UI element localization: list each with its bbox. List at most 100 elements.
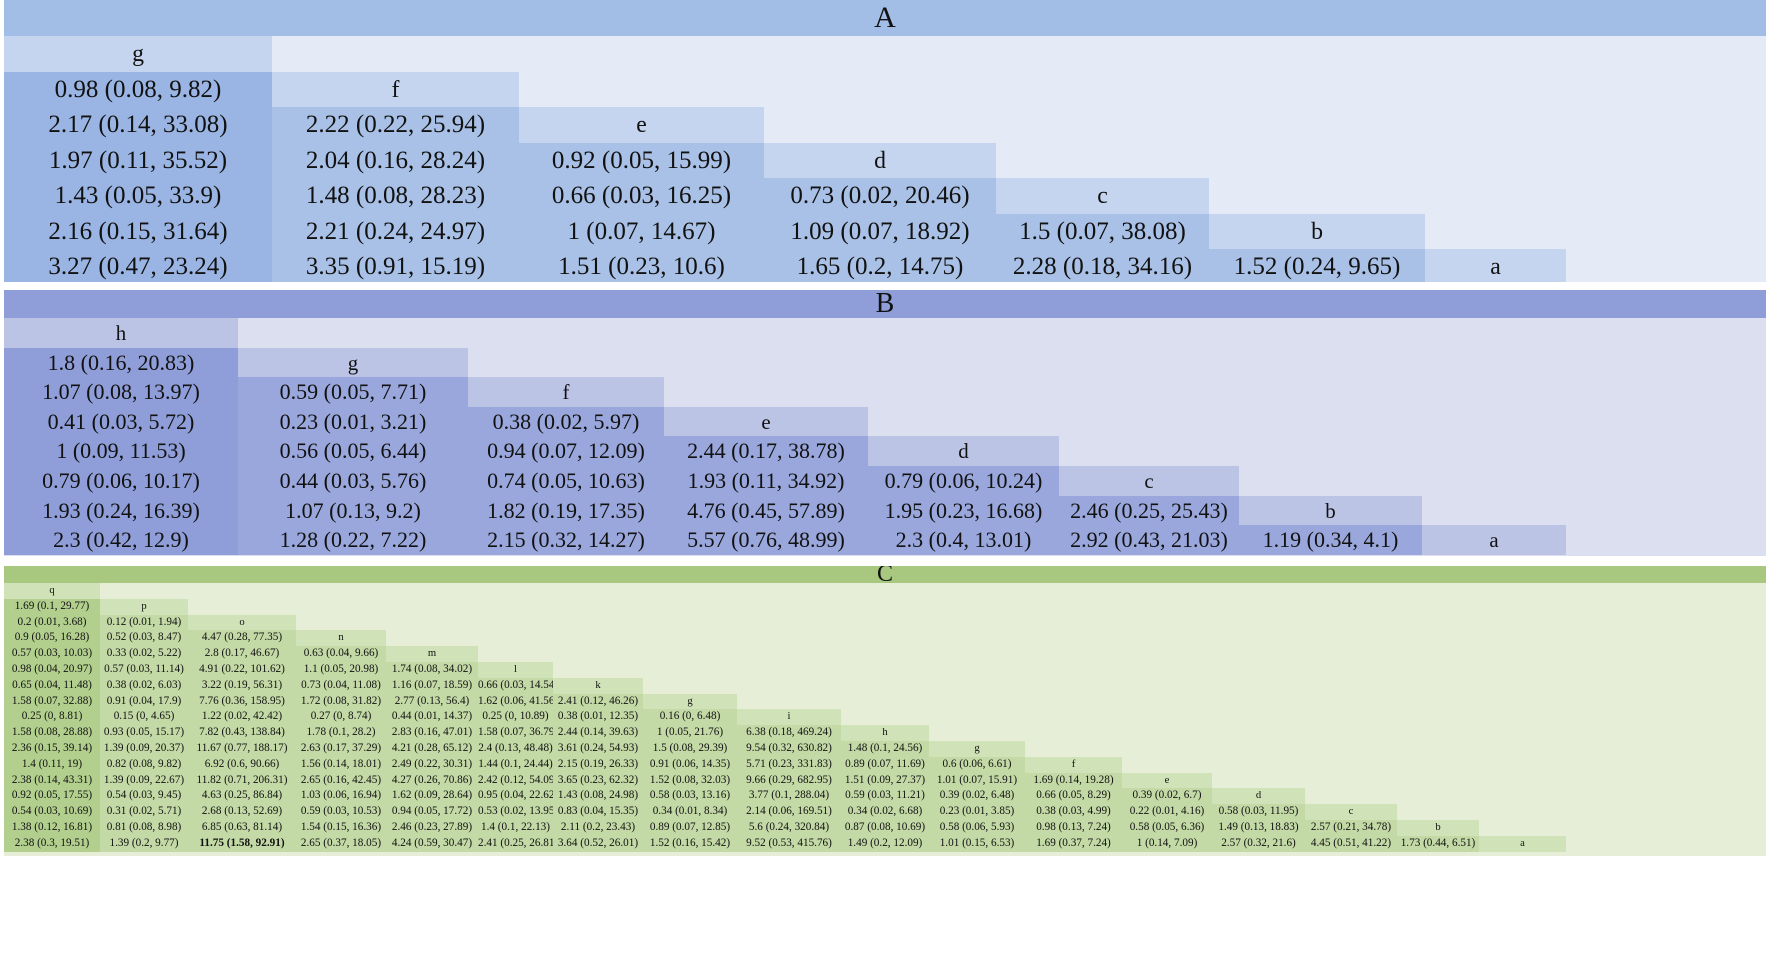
comparison-cell: 1 (0.05, 21.76): [643, 725, 737, 741]
panel-title: A: [874, 1, 896, 34]
comparison-cell: 3.22 (0.19, 56.31): [188, 677, 296, 694]
comparison-cell: 1.48 (0.1, 24.56): [841, 741, 929, 757]
comparison-cell: 1.72 (0.08, 31.82): [296, 693, 386, 710]
comparison-cell: 1.82 (0.19, 17.35): [468, 495, 664, 526]
comparison-cell: 4.47 (0.28, 77.35): [188, 630, 296, 647]
comparison-cell: 0.58 (0.05, 6.36): [1122, 820, 1212, 836]
comparison-cell: 2.65 (0.37, 18.05): [296, 835, 386, 852]
comparison-cell: 7.76 (0.36, 158.95): [188, 693, 296, 710]
treatment-label: c: [1305, 804, 1397, 820]
comparison-cell: 0.33 (0.02, 5.22): [100, 646, 188, 662]
comparison-cell: 0.92 (0.05, 15.99): [519, 142, 764, 178]
comparison-cell: 0.74 (0.05, 10.63): [468, 466, 664, 496]
comparison-cell: 1.74 (0.08, 34.02): [386, 662, 478, 678]
comparison-cell: 0.25 (0, 10.89): [478, 709, 553, 726]
comparison-cell: 0.56 (0.05, 6.44): [238, 436, 468, 466]
comparison-cell: 1.5 (0.08, 29.39): [643, 741, 737, 757]
comparison-cell: 1.69 (0.1, 29.77): [4, 598, 100, 615]
comparison-cell: 5.57 (0.76, 48.99): [664, 525, 868, 555]
treatment-label: h: [841, 725, 929, 741]
comparison-cell: 2.77 (0.13, 56.4): [386, 693, 478, 710]
comparison-cell: 0.66 (0.03, 16.25): [519, 178, 764, 214]
comparison-cell: 1.43 (0.05, 33.9): [4, 178, 272, 214]
comparison-cell: 1.28 (0.22, 7.22): [238, 525, 468, 555]
comparison-cell: 2.8 (0.17, 46.67): [188, 646, 296, 662]
comparison-cell: 2.22 (0.22, 25.94): [272, 107, 519, 143]
comparison-cell: 2.3 (0.42, 12.9): [4, 525, 238, 555]
comparison-cell: 2.38 (0.14, 43.31): [4, 772, 100, 789]
treatment-label: i: [737, 709, 841, 726]
comparison-cell: 6.92 (0.6, 90.66): [188, 756, 296, 773]
comparison-cell: 5.71 (0.23, 331.83): [737, 756, 841, 773]
comparison-cell: 2.44 (0.14, 39.63): [553, 725, 643, 741]
comparison-cell: 2.63 (0.17, 37.29): [296, 741, 386, 757]
comparison-cell: 0.79 (0.06, 10.24): [868, 466, 1059, 496]
treatment-label: e: [519, 107, 764, 143]
treatment-label: a: [1479, 835, 1566, 852]
comparison-cell: 1.97 (0.11, 35.52): [4, 142, 272, 178]
treatment-label: o: [188, 614, 296, 631]
comparison-cell: 1.49 (0.2, 12.09): [841, 835, 929, 852]
comparison-cell: 0.9 (0.05, 16.28): [4, 630, 100, 647]
comparison-cell: 2.11 (0.2, 23.43): [553, 820, 643, 836]
comparison-cell: 1.8 (0.16, 20.83): [4, 347, 238, 378]
comparison-cell: 1.39 (0.2, 9.77): [100, 835, 188, 852]
treatment-label: c: [1059, 466, 1239, 496]
comparison-cell: 2.65 (0.16, 42.45): [296, 772, 386, 789]
comparison-cell: 0.58 (0.06, 5.93): [929, 820, 1025, 836]
comparison-cell: 0.31 (0.02, 5.71): [100, 804, 188, 820]
comparison-cell: 0.41 (0.03, 5.72): [4, 406, 238, 437]
comparison-cell: 1.38 (0.12, 16.81): [4, 820, 100, 836]
comparison-cell: 1.58 (0.07, 32.88): [4, 693, 100, 710]
treatment-label: g: [643, 693, 737, 710]
treatment-label: g: [929, 741, 1025, 757]
comparison-cell: 0.27 (0, 8.74): [296, 709, 386, 726]
treatment-label: f: [272, 71, 519, 107]
comparison-cell: 0.57 (0.03, 11.14): [100, 662, 188, 678]
comparison-cell: 0.2 (0.01, 3.68): [4, 614, 100, 631]
comparison-cell: 0.57 (0.03, 10.03): [4, 646, 100, 662]
treatment-label: e: [664, 406, 868, 437]
comparison-cell: 1.95 (0.23, 16.68): [868, 495, 1059, 526]
comparison-cell: 2.17 (0.14, 33.08): [4, 107, 272, 143]
comparison-cell: 1.48 (0.08, 28.23): [272, 178, 519, 214]
comparison-cell: 0.38 (0.02, 5.97): [468, 406, 664, 437]
comparison-cell: 6.85 (0.63, 81.14): [188, 820, 296, 836]
comparison-cell: 0.23 (0.01, 3.21): [238, 406, 468, 437]
comparison-cell: 2.42 (0.12, 54.09): [478, 772, 553, 789]
comparison-cell: 2.28 (0.18, 34.16): [996, 249, 1209, 282]
comparison-cell: 0.44 (0.03, 5.76): [238, 466, 468, 496]
comparison-cell: 3.77 (0.1, 288.04): [737, 788, 841, 805]
comparison-cell: 0.12 (0.01, 1.94): [100, 614, 188, 631]
comparison-cell: 0.89 (0.07, 12.85): [643, 820, 737, 836]
comparison-cell: 1.01 (0.15, 6.53): [929, 835, 1025, 852]
treatment-label: d: [1212, 788, 1305, 805]
comparison-cell: 1.44 (0.1, 24.44): [478, 756, 553, 773]
treatment-label: g: [238, 347, 468, 378]
comparison-cell: 1 (0.14, 7.09): [1122, 835, 1212, 852]
comparison-cell: 1.4 (0.11, 19): [4, 756, 100, 773]
comparison-cell: 3.65 (0.23, 62.32): [553, 772, 643, 789]
comparison-cell: 0.94 (0.05, 17.72): [386, 804, 478, 820]
comparison-cell: 1.56 (0.14, 18.01): [296, 756, 386, 773]
comparison-cell: 1.07 (0.08, 13.97): [4, 377, 238, 407]
treatment-label: f: [1025, 756, 1122, 773]
comparison-cell: 0.95 (0.04, 22.62): [478, 788, 553, 805]
comparison-cell: 2.14 (0.06, 169.51): [737, 804, 841, 820]
comparison-cell: 0.98 (0.04, 20.97): [4, 662, 100, 678]
comparison-cell: 1.07 (0.13, 9.2): [238, 495, 468, 526]
comparison-cell: 11.67 (0.77, 188.17): [188, 741, 296, 757]
comparison-cell: 1.39 (0.09, 20.37): [100, 741, 188, 757]
treatment-label: b: [1239, 495, 1422, 526]
comparison-cell: 1.52 (0.08, 32.03): [643, 772, 737, 789]
comparison-cell: 0.44 (0.01, 14.37): [386, 709, 478, 726]
comparison-cell: 1.54 (0.15, 16.36): [296, 820, 386, 836]
treatment-label: b: [1209, 213, 1425, 249]
comparison-cell: 4.91 (0.22, 101.62): [188, 662, 296, 678]
comparison-cell: 3.27 (0.47, 23.24): [4, 249, 272, 282]
comparison-cell: 0.25 (0, 8.81): [4, 709, 100, 726]
comparison-cell: 2.46 (0.25, 25.43): [1059, 495, 1239, 526]
comparison-cell: 0.59 (0.03, 10.53): [296, 804, 386, 820]
